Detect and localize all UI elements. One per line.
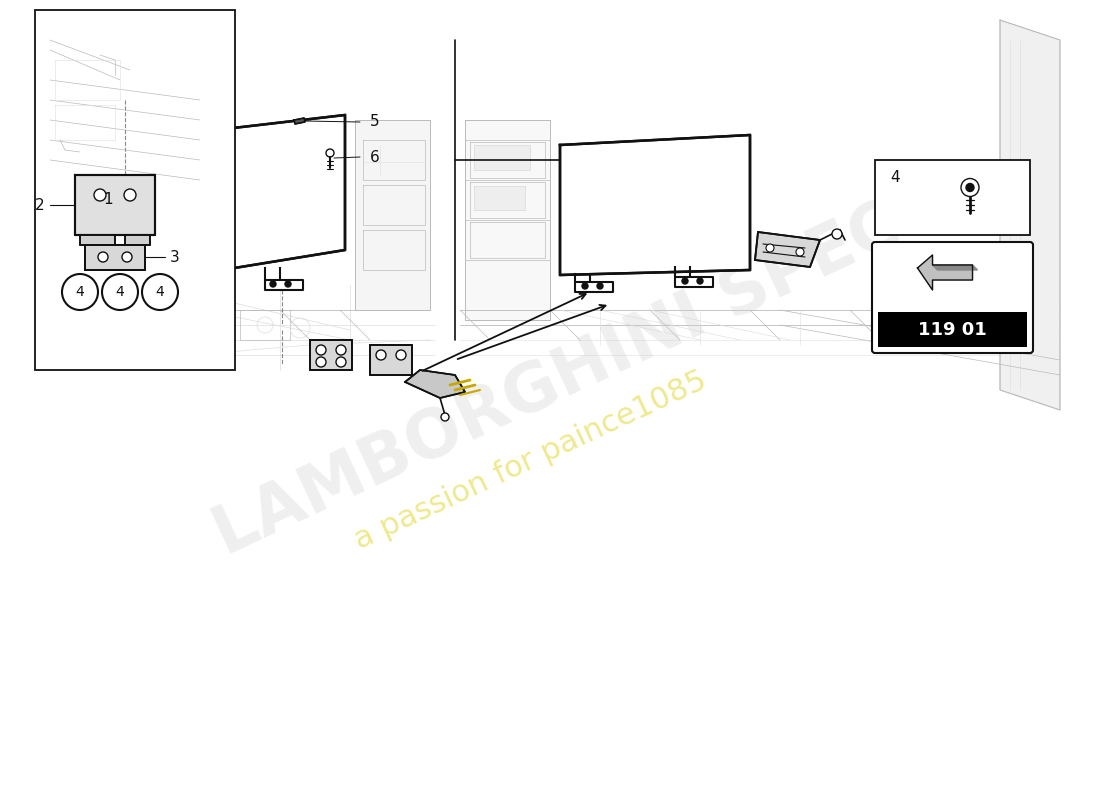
- Polygon shape: [355, 120, 430, 310]
- Circle shape: [832, 229, 842, 239]
- Text: 2: 2: [35, 198, 45, 213]
- Circle shape: [98, 252, 108, 262]
- Polygon shape: [80, 235, 116, 245]
- Text: 119 01: 119 01: [918, 321, 987, 339]
- Circle shape: [94, 189, 106, 201]
- Polygon shape: [474, 145, 530, 170]
- Circle shape: [582, 283, 588, 289]
- FancyBboxPatch shape: [872, 242, 1033, 353]
- Text: 4: 4: [76, 285, 85, 299]
- Polygon shape: [474, 186, 525, 210]
- Circle shape: [961, 178, 979, 197]
- Text: a passion for paince1085: a passion for paince1085: [350, 366, 711, 554]
- Text: 6: 6: [370, 150, 379, 165]
- Circle shape: [336, 357, 346, 367]
- Circle shape: [285, 281, 292, 287]
- Polygon shape: [85, 245, 145, 270]
- Polygon shape: [294, 118, 305, 124]
- Polygon shape: [755, 232, 820, 267]
- Circle shape: [122, 252, 132, 262]
- Text: 4: 4: [116, 285, 124, 299]
- Polygon shape: [560, 135, 750, 275]
- Text: 3: 3: [170, 250, 180, 265]
- Polygon shape: [125, 235, 150, 245]
- Circle shape: [966, 183, 974, 191]
- Bar: [35, 10, 235, 370]
- Text: 4: 4: [155, 285, 164, 299]
- Circle shape: [124, 189, 136, 201]
- Circle shape: [102, 274, 138, 310]
- Text: 1: 1: [103, 193, 113, 207]
- Circle shape: [697, 278, 703, 284]
- Circle shape: [336, 345, 346, 355]
- Polygon shape: [465, 120, 550, 320]
- Text: 4: 4: [890, 170, 900, 186]
- Polygon shape: [405, 370, 465, 398]
- Polygon shape: [310, 340, 352, 370]
- Text: LAMBORGHINI SPECS: LAMBORGHINI SPECS: [205, 171, 956, 569]
- Polygon shape: [370, 345, 412, 375]
- Circle shape: [326, 149, 334, 157]
- Circle shape: [316, 357, 326, 367]
- Bar: [874, 160, 1030, 235]
- Circle shape: [396, 350, 406, 360]
- Circle shape: [62, 274, 98, 310]
- Circle shape: [270, 281, 276, 287]
- Circle shape: [597, 283, 603, 289]
- Polygon shape: [75, 175, 155, 235]
- Circle shape: [316, 345, 326, 355]
- Circle shape: [682, 278, 688, 284]
- Circle shape: [142, 274, 178, 310]
- Circle shape: [376, 350, 386, 360]
- Circle shape: [766, 244, 774, 252]
- Polygon shape: [917, 255, 972, 290]
- Polygon shape: [933, 265, 978, 270]
- Bar: [878, 312, 1027, 347]
- Circle shape: [441, 413, 449, 421]
- Circle shape: [157, 293, 163, 299]
- Polygon shape: [130, 115, 345, 285]
- Circle shape: [172, 293, 178, 299]
- Circle shape: [796, 248, 804, 256]
- Polygon shape: [1000, 20, 1060, 410]
- Text: 5: 5: [371, 114, 380, 129]
